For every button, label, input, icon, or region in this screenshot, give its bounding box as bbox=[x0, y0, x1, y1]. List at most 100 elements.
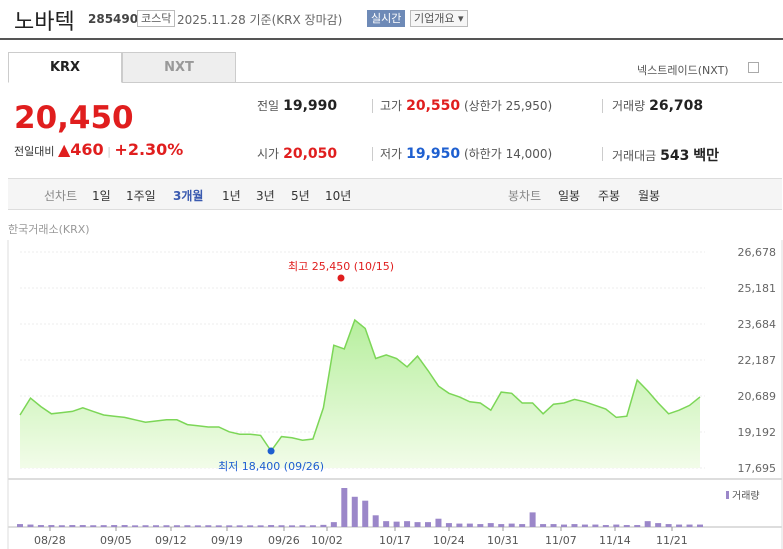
volume-bar bbox=[309, 525, 316, 527]
volume-bar bbox=[613, 524, 620, 527]
volume-bar bbox=[644, 521, 651, 527]
x-tick-label: 09/19 bbox=[211, 534, 243, 547]
change-value: ▲460 bbox=[57, 140, 104, 159]
price-change: 전일대비 ▲460 | +2.30% bbox=[14, 140, 184, 159]
volume-bar bbox=[173, 525, 180, 527]
volume-bar bbox=[48, 525, 55, 527]
tab-krx[interactable]: KRX bbox=[8, 52, 122, 83]
volume-bar bbox=[257, 525, 264, 527]
candle-chart-label: 봉차트 bbox=[508, 189, 542, 203]
volume-bar bbox=[676, 524, 683, 527]
x-tick-label: 09/26 bbox=[268, 534, 300, 547]
x-tick-label: 11/21 bbox=[656, 534, 688, 547]
volume-bar bbox=[90, 525, 97, 527]
tab-nxt[interactable]: NXT bbox=[122, 52, 236, 83]
nxt-checkbox[interactable] bbox=[748, 62, 759, 73]
volume-bar bbox=[581, 524, 588, 527]
candle-daily[interactable]: 일봉 bbox=[558, 189, 581, 203]
volume-bar bbox=[142, 525, 149, 527]
volume-bar bbox=[268, 525, 275, 527]
volume-bar bbox=[278, 525, 285, 527]
volume-bar bbox=[226, 525, 233, 527]
volume-bar bbox=[362, 500, 369, 527]
period-10y[interactable]: 10년 bbox=[325, 189, 352, 203]
period-toolbar: 선차트 1일 1주일 3개월 1년 3년 5년 10년 봉차트 일봉 주봉 월봉 bbox=[8, 178, 782, 210]
volume-legend-label: 거래량 bbox=[732, 490, 760, 502]
volume-bar bbox=[163, 525, 170, 527]
volume-bar bbox=[445, 523, 452, 527]
volume-bar bbox=[477, 524, 484, 527]
volume-bar bbox=[58, 525, 65, 527]
change-percent: +2.30% bbox=[114, 140, 184, 159]
volume-bar bbox=[132, 525, 139, 527]
x-tick-label: 09/05 bbox=[100, 534, 132, 547]
volume-bar bbox=[79, 525, 86, 527]
market-badge: 코스닥 bbox=[137, 10, 176, 27]
volume-bar bbox=[194, 525, 201, 527]
y-tick-label: 17,695 bbox=[738, 462, 777, 475]
realtime-button[interactable]: 실시간 bbox=[367, 10, 406, 27]
volume-bar bbox=[550, 524, 557, 527]
x-tick-label: 11/07 bbox=[545, 534, 577, 547]
volume-bar bbox=[404, 521, 411, 527]
volume-bar bbox=[623, 525, 630, 527]
x-tick-label: 10/17 bbox=[379, 534, 411, 547]
line-chart-label: 선차트 bbox=[44, 189, 78, 203]
volume-bar bbox=[215, 525, 222, 527]
period-1y[interactable]: 1년 bbox=[222, 189, 241, 203]
volume-bar bbox=[697, 524, 703, 527]
stat-prev-close: 전일 19,990 bbox=[257, 98, 338, 114]
volume-bar bbox=[634, 525, 641, 527]
low-marker bbox=[267, 447, 275, 455]
price-area bbox=[20, 320, 700, 468]
y-tick-label: 25,181 bbox=[738, 282, 777, 295]
volume-bar bbox=[330, 522, 337, 527]
volume-bar bbox=[121, 525, 128, 527]
volume-bar bbox=[435, 518, 442, 527]
nxt-label: 넥스트레이드(NXT) bbox=[637, 64, 729, 77]
period-1w[interactable]: 1주일 bbox=[126, 189, 156, 203]
volume-bar bbox=[508, 523, 515, 527]
chart-source: 한국거래소(KRX) bbox=[8, 223, 90, 236]
candle-weekly[interactable]: 주봉 bbox=[598, 189, 621, 203]
period-1d[interactable]: 1일 bbox=[92, 189, 111, 203]
volume-bar bbox=[425, 522, 431, 527]
volume-bar bbox=[299, 525, 306, 527]
volume-bar bbox=[383, 521, 390, 527]
company-overview-dropdown[interactable]: 기업개요 ▾ bbox=[410, 10, 468, 27]
high-label: 최고 25,450 (10/15) bbox=[288, 260, 394, 273]
current-price: 20,450 bbox=[14, 100, 134, 136]
volume-bar bbox=[341, 488, 348, 527]
volume-bar bbox=[69, 525, 76, 527]
volume-bar bbox=[498, 524, 505, 527]
period-5y[interactable]: 5년 bbox=[291, 189, 310, 203]
volume-bar bbox=[184, 525, 191, 527]
stat-volume: 거래량 26,708 bbox=[612, 98, 704, 114]
period-3m[interactable]: 3개월 bbox=[173, 189, 204, 203]
stat-high: 고가 20,550 (상한가 25,950) bbox=[380, 98, 553, 114]
volume-bar bbox=[320, 524, 327, 527]
stock-header: 노바텍 285490 코스닥 2025.11.28 기준(KRX 장마감) 실시… bbox=[0, 0, 783, 40]
y-tick-label: 22,187 bbox=[738, 354, 777, 367]
volume-bar bbox=[655, 523, 662, 527]
y-tick-label: 19,192 bbox=[738, 426, 777, 439]
volume-bar bbox=[236, 525, 243, 527]
x-tick-label: 10/31 bbox=[487, 534, 519, 547]
x-tick-label: 09/12 bbox=[155, 534, 187, 547]
volume-bar bbox=[351, 496, 358, 527]
volume-bar bbox=[561, 524, 567, 527]
period-3y[interactable]: 3년 bbox=[256, 189, 275, 203]
volume-bar bbox=[414, 522, 421, 527]
stock-name: 노바텍 bbox=[14, 10, 75, 35]
volume-bar bbox=[540, 524, 547, 527]
y-tick-label: 23,684 bbox=[738, 318, 777, 331]
volume-bar bbox=[37, 525, 44, 527]
volume-legend-swatch bbox=[726, 491, 729, 499]
candle-monthly[interactable]: 월봉 bbox=[638, 189, 661, 203]
volume-bar bbox=[602, 525, 609, 527]
x-tick-label: 08/28 bbox=[34, 534, 66, 547]
stat-trading-value: 거래대금 543 백만 bbox=[612, 148, 719, 164]
y-tick-label: 20,689 bbox=[738, 390, 777, 403]
volume-bar bbox=[571, 524, 578, 527]
